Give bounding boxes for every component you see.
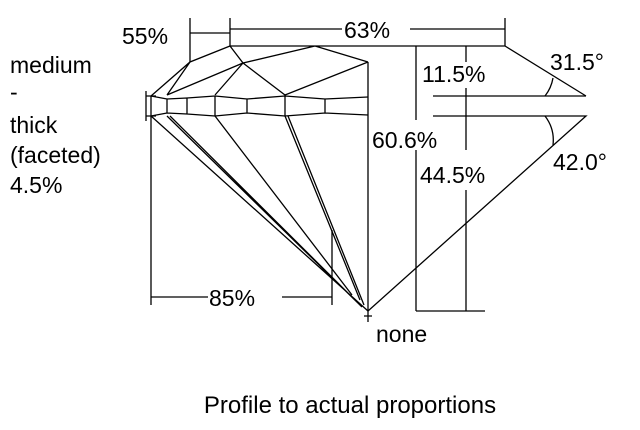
labels: 55% 63% 11.5% 31.5° 60.6% 44.5% 42.0° 85… xyxy=(10,17,607,347)
girdle-label-2: - xyxy=(10,79,18,105)
lower-half-label: 85% xyxy=(209,285,255,311)
pavilion-depth-label: 44.5% xyxy=(420,162,485,188)
dimension-lines xyxy=(150,18,506,312)
table-pct-label: 55% xyxy=(122,23,168,49)
pavilion-angle-label: 42.0° xyxy=(553,149,607,175)
total-depth-label: 60.6% xyxy=(372,127,437,153)
girdle-label-3: thick xyxy=(10,112,58,138)
girdle-label-4: (faceted) xyxy=(10,142,101,168)
diameter-pct-label: 63% xyxy=(344,17,390,43)
girdle-label-1: medium xyxy=(10,52,92,78)
crown-height-label: 11.5% xyxy=(422,61,486,87)
caption: Profile to actual proportions xyxy=(204,392,496,419)
culet-label: none xyxy=(376,321,427,347)
crown-angle-label: 31.5° xyxy=(550,49,604,75)
girdle-label-5: 4.5% xyxy=(10,172,62,198)
diamond-profile xyxy=(145,45,588,322)
